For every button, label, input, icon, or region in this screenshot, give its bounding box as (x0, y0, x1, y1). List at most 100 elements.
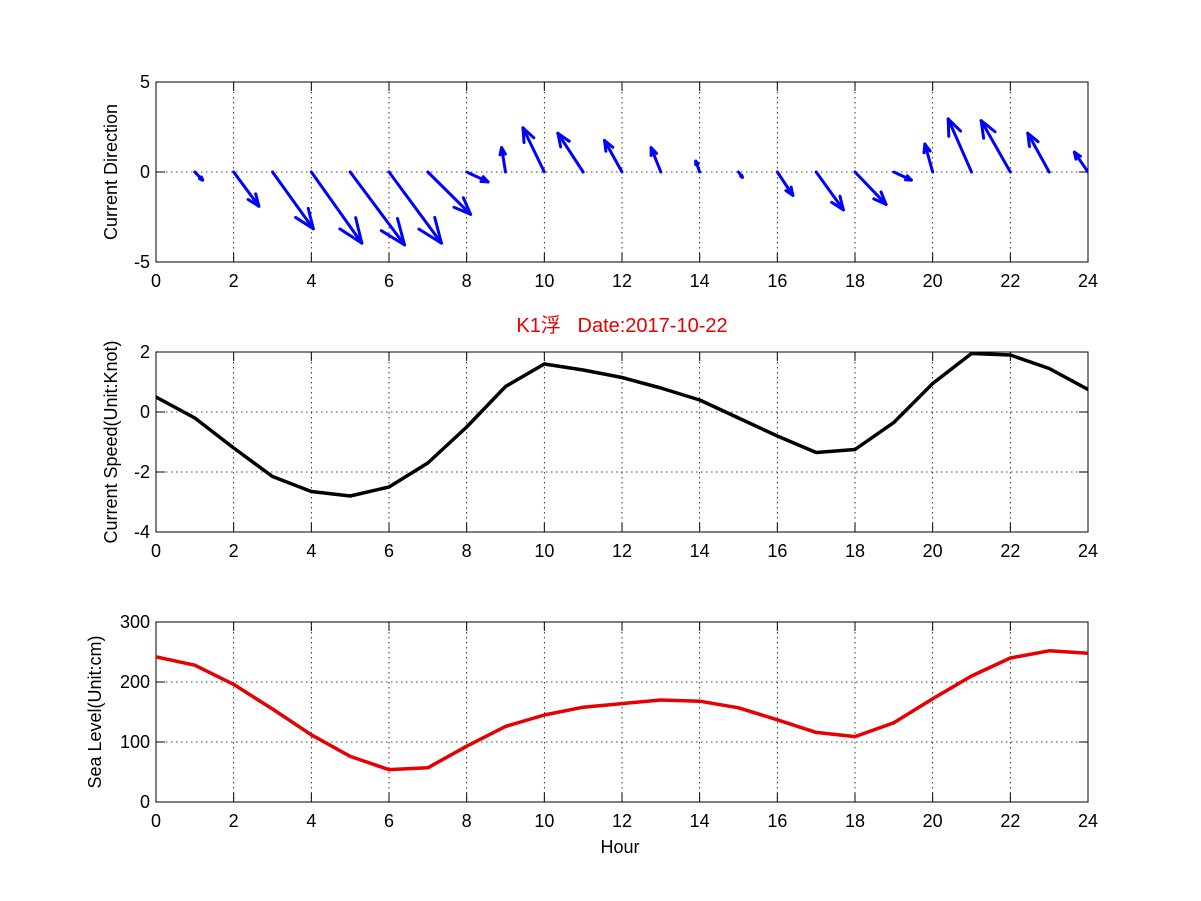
arrow (892, 170, 913, 182)
arrow-head (1026, 131, 1040, 144)
x-tick-label: 24 (1078, 271, 1098, 291)
arrow-head (830, 200, 845, 212)
panel-current-direction: 0 2 4 6 8 10 12 14 16 18 20 22 24 -505 Current Direc… (101, 72, 1098, 291)
x-tick-label: 24 (1078, 811, 1098, 831)
x-tick-label: 22 (1000, 541, 1020, 561)
arrow-shaft (387, 170, 443, 245)
arrow-head (246, 197, 261, 208)
y-tick-label: -4 (134, 522, 150, 542)
y-axis-label: Current Speed(Unit:Knot) (101, 340, 121, 543)
arrow-head (294, 215, 315, 231)
x-tick-label: 10 (534, 541, 554, 561)
x-axis-label: Hour (600, 837, 639, 857)
arrow-head (649, 146, 659, 155)
x-tick-label: 22 (1000, 811, 1020, 831)
arrow-head (603, 139, 615, 149)
arrow-shaft (923, 142, 935, 174)
arrow-shaft (946, 117, 973, 174)
series-line (156, 352, 1088, 498)
arrow-head (354, 216, 364, 245)
arrow-shaft (232, 170, 261, 208)
arrow-head (521, 126, 526, 145)
x-tick-label: 8 (462, 271, 472, 291)
arrow-head (556, 131, 563, 149)
arrow (853, 170, 888, 206)
x-tick-label: 10 (534, 271, 554, 291)
arrow-head (923, 142, 932, 153)
x-tick-label: 18 (845, 541, 865, 561)
x-tick-label: 16 (767, 811, 787, 831)
series (156, 649, 1088, 772)
arrow-shaft (649, 146, 663, 174)
arrow (521, 126, 546, 174)
x-tick-label: 4 (306, 541, 316, 561)
arrow (309, 170, 364, 245)
x-tick-label: 6 (384, 811, 394, 831)
x-tick-label: 22 (1000, 271, 1020, 291)
y-axis-label: Sea Level(Unit:cm) (85, 635, 105, 788)
arrow-shaft (853, 170, 888, 206)
arrow-head (417, 227, 443, 245)
x-tick-label: 4 (306, 271, 316, 291)
arrow-head (556, 131, 571, 143)
x-ticks: 0 2 4 6 8 10 12 14 16 18 20 22 24 (151, 622, 1098, 831)
arrows (193, 117, 1088, 247)
x-tick-label: 12 (612, 271, 632, 291)
x-tick-label: 4 (306, 811, 316, 831)
y-axis-label: Current Direction (101, 104, 121, 240)
arrow (649, 146, 663, 174)
arrow (737, 170, 744, 179)
y-tick-label: -5 (134, 252, 150, 272)
x-tick-label: 20 (923, 811, 943, 831)
arrow (1072, 150, 1088, 174)
x-tick-label: 18 (845, 271, 865, 291)
y-ticks: -4 -2 0 2 (134, 342, 1088, 542)
arrow-head (979, 119, 986, 140)
arrow-head (879, 190, 888, 206)
arrow-shaft (500, 146, 507, 174)
arrow (979, 119, 1012, 174)
y-tick-label: 100 (120, 732, 150, 752)
y-tick-label: 0 (140, 402, 150, 422)
x-ticks: 0 2 4 6 8 10 12 14 16 18 20 22 24 (151, 352, 1098, 561)
x-tick-label: 16 (767, 271, 787, 291)
arrow-head (521, 126, 536, 140)
arrow-head (872, 197, 888, 206)
y-tick-label: 2 (140, 342, 150, 362)
x-tick-label: 0 (151, 541, 161, 561)
arrow-head (946, 117, 963, 133)
arrow (465, 170, 490, 184)
x-ticks: 0 2 4 6 8 10 12 14 16 18 20 22 24 (151, 82, 1098, 291)
grid (156, 622, 1088, 802)
x-tick-label: 0 (151, 811, 161, 831)
x-tick-label: 18 (845, 811, 865, 831)
arrow (603, 139, 624, 174)
arrow-head (1072, 150, 1082, 158)
arrow-shaft (348, 170, 407, 247)
y-ticks: 0 100 200 300 (120, 612, 1088, 812)
arrow (775, 170, 795, 197)
x-tick-label: 14 (690, 811, 710, 831)
grid (156, 352, 1088, 532)
y-tick-label: 300 (120, 612, 150, 632)
arrow-head (694, 159, 700, 166)
arrow-shaft (775, 170, 795, 197)
y-tick-label: -2 (134, 462, 150, 482)
x-tick-label: 8 (462, 541, 472, 561)
arrow (426, 170, 473, 216)
arrow (946, 117, 973, 174)
arrow (922, 142, 935, 174)
arrow (193, 170, 205, 182)
y-ticks: -5 0 5 (134, 72, 1088, 272)
y-tick-label: 5 (140, 72, 150, 92)
arrow-head (198, 177, 205, 182)
arrow (556, 131, 585, 174)
y-tick-label: 0 (140, 792, 150, 812)
arrow-head (500, 146, 507, 156)
chart-title: K1浮 Date:2017-10-22 (516, 314, 727, 337)
arrow-head (461, 196, 473, 216)
x-tick-label: 10 (534, 811, 554, 831)
arrow-head (838, 194, 845, 212)
x-tick-label: 2 (229, 811, 239, 831)
arrow-head (379, 229, 407, 247)
